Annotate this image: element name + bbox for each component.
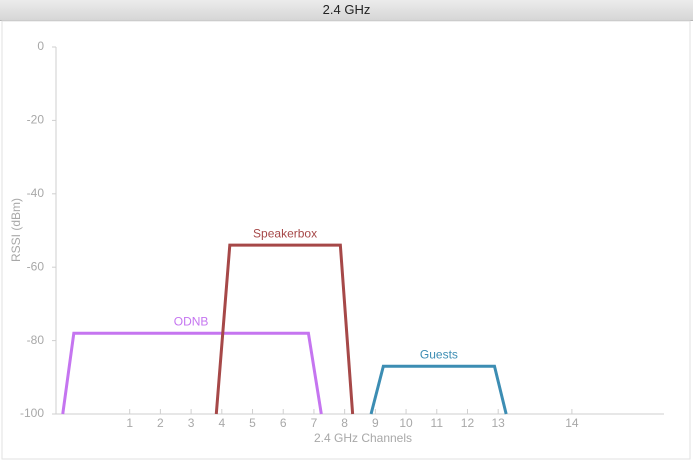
x-tick-label: 14 <box>565 416 579 430</box>
network-label: Guests <box>420 347 458 361</box>
x-tick-label: 5 <box>249 416 256 430</box>
y-axis-label: RSSI (dBm) <box>9 198 23 262</box>
y-tick-label: -20 <box>27 113 45 127</box>
y-tick-label: -40 <box>27 186 45 200</box>
x-tick-label: 9 <box>372 416 379 430</box>
network-line <box>369 364 508 415</box>
x-tick-label: 4 <box>218 416 225 430</box>
x-tick-label: 1 <box>126 416 133 430</box>
x-tick-label: 12 <box>461 416 475 430</box>
network-line <box>61 331 323 415</box>
y-tick-label: -80 <box>27 333 45 347</box>
plot-frame <box>1 20 691 460</box>
x-tick-label: 2 <box>157 416 164 430</box>
y-tick-label: -100 <box>20 406 44 420</box>
x-axis-label: 2.4 GHz Channels <box>314 431 412 445</box>
network-label: Speakerbox <box>253 226 317 240</box>
x-tick-label: 6 <box>280 416 287 430</box>
x-tick-label: 8 <box>341 416 348 430</box>
network-line <box>214 243 355 415</box>
y-tick-label: -60 <box>27 259 45 273</box>
network-label: ODNB <box>174 314 209 328</box>
x-tick-label: 7 <box>311 416 318 430</box>
x-tick-label: 3 <box>188 416 195 430</box>
y-tick-label: 0 <box>37 39 44 53</box>
x-tick-label: 11 <box>431 416 444 430</box>
x-tick-label: 10 <box>399 416 413 430</box>
x-tick-label: 13 <box>492 416 506 430</box>
